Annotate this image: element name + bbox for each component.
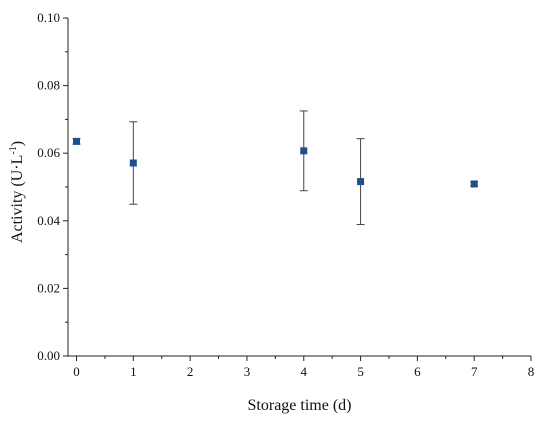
x-tick-label: 6 <box>414 364 421 379</box>
x-tick-label: 7 <box>471 364 478 379</box>
x-tick-label: 0 <box>73 364 80 379</box>
x-tick-label: 2 <box>187 364 194 379</box>
y-tick-label: 0.06 <box>37 145 60 160</box>
y-axis-title-superscript: -1 <box>8 146 19 154</box>
y-tick-label: 0.08 <box>37 78 60 93</box>
x-tick-label: 3 <box>244 364 251 379</box>
y-tick-label: 0.10 <box>37 10 60 25</box>
x-tick-label: 4 <box>301 364 308 379</box>
y-axis-title-main: Activity (U·L <box>9 155 26 243</box>
data-point <box>129 159 137 167</box>
y-tick-label: 0.00 <box>37 348 60 363</box>
data-points <box>72 110 479 226</box>
x-axis-title: Storage time (d) <box>248 397 352 414</box>
axes: 0 1 2 3 4 5 6 7 8 0.00 0.02 0.04 0.06 0.08 0.10 <box>37 10 534 379</box>
data-point <box>470 180 478 188</box>
data-point <box>357 178 365 186</box>
data-point <box>300 147 308 155</box>
y-axis-title-close: ) <box>9 141 26 146</box>
x-tick-label: 1 <box>130 364 137 379</box>
y-axis-title: Activity (U·L-1) <box>8 141 26 243</box>
data-point <box>73 137 81 145</box>
y-tick-label: 0.02 <box>37 280 60 295</box>
y-tick-label: 0.04 <box>37 213 60 228</box>
x-tick-label: 8 <box>528 364 535 379</box>
x-tick-label: 5 <box>357 364 364 379</box>
